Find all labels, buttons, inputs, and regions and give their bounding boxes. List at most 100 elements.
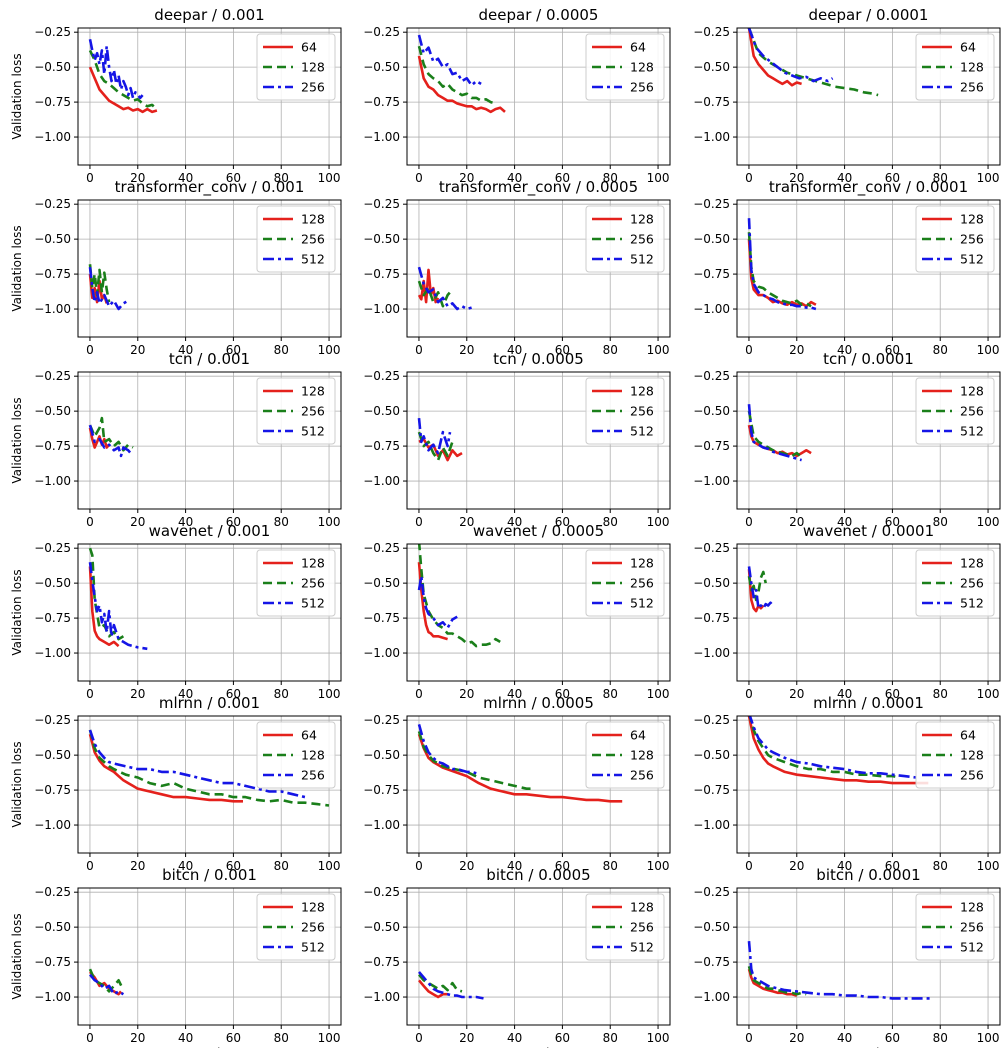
legend-label-256: 256 — [960, 232, 984, 247]
y-tick-label: −0.75 — [693, 955, 730, 969]
y-tick-label: −1.00 — [34, 818, 71, 832]
y-tick-label: −0.25 — [693, 25, 730, 39]
subplot-title: transformer_conv / 0.001 — [115, 178, 305, 197]
legend-label-256: 256 — [960, 576, 984, 591]
x-tick-label: 60 — [555, 171, 570, 185]
legend-label-256: 256 — [301, 768, 325, 783]
legend-label-256: 256 — [301, 232, 325, 247]
x-tick-label: 20 — [130, 859, 145, 873]
x-tick-label: 40 — [837, 859, 852, 873]
axes-frame — [77, 543, 342, 682]
x-tick-label: 0 — [415, 171, 423, 185]
y-axis-label: Validation loss — [10, 397, 24, 483]
x-tick-label: 20 — [789, 1031, 804, 1045]
subplot: 0 20 40 60 80 100 −1.00 −0.75 −0.50 −0.25 deepar /… — [10, 6, 342, 185]
legend-label-128: 128 — [960, 748, 984, 763]
x-tick-label: 80 — [603, 859, 618, 873]
y-tick-label: −0.25 — [693, 885, 730, 899]
x-tick-label: 80 — [603, 687, 618, 701]
y-tick-label: −1.00 — [363, 130, 400, 144]
y-tick-label: −0.50 — [363, 404, 400, 418]
axes-frame — [736, 199, 1001, 338]
x-tick-label: 100 — [977, 1031, 1000, 1045]
legend-label-128: 128 — [960, 384, 984, 399]
x-tick-label: 40 — [507, 1031, 522, 1045]
x-tick-label: 20 — [459, 859, 474, 873]
x-tick-label: 100 — [318, 687, 341, 701]
x-tick-label: 60 — [226, 171, 241, 185]
series-line-256 — [747, 410, 803, 459]
x-tick-label: 100 — [977, 687, 1000, 701]
legend-label-128: 128 — [301, 384, 325, 399]
x-tick-label: 100 — [647, 515, 670, 529]
x-tick-label: 60 — [555, 515, 570, 529]
x-tick-label: 0 — [86, 1031, 94, 1045]
y-tick-label: −1.00 — [34, 302, 71, 316]
axes-frame — [736, 543, 1001, 682]
x-tick-label: 60 — [885, 343, 900, 357]
x-tick-label: 80 — [274, 1031, 289, 1045]
series-line-64 — [417, 55, 506, 114]
subplot-title: deepar / 0.0001 — [809, 6, 929, 24]
x-tick-label: 0 — [415, 1031, 423, 1045]
y-tick-label: −0.25 — [363, 885, 400, 899]
series-line-128 — [89, 971, 122, 996]
y-tick-label: −0.75 — [693, 611, 730, 625]
x-tick-label: 60 — [226, 859, 241, 873]
x-tick-label: 40 — [178, 343, 193, 357]
subplot: 0 20 40 60 80 100 −1.00 −0.75 −0.50 −0.25 bitcn / … — [363, 866, 671, 1048]
legend-label-512: 512 — [630, 940, 654, 955]
series-line-128 — [747, 239, 817, 308]
x-tick-label: 20 — [130, 171, 145, 185]
y-tick-label: −0.25 — [363, 25, 400, 39]
x-tick-label: 100 — [647, 171, 670, 185]
series-line-128 — [747, 968, 798, 997]
x-tick-label: 40 — [178, 859, 193, 873]
x-tick-label: 0 — [415, 859, 423, 873]
y-tick-label: −0.75 — [34, 955, 71, 969]
subplot: 0 20 40 60 80 100 −1.00 −0.75 −0.50 −0.25 mlrnn / … — [10, 694, 342, 873]
y-tick-label: −0.25 — [693, 713, 730, 727]
x-tick-label: 80 — [933, 1031, 948, 1045]
legend-box — [256, 33, 336, 101]
series-line-512 — [417, 417, 452, 455]
legend-label-512: 512 — [960, 424, 984, 439]
axes-frame — [736, 371, 1001, 510]
legend-label-128: 128 — [301, 748, 325, 763]
legend-label-128: 128 — [301, 60, 325, 75]
x-axis-label: Epochs — [847, 1046, 890, 1048]
subplot-title: bitcn / 0.0001 — [816, 866, 920, 884]
series-line-512 — [747, 404, 802, 462]
x-tick-label: 60 — [885, 687, 900, 701]
x-tick-label: 60 — [555, 1031, 570, 1045]
subplot-title: mlrnn / 0.0001 — [813, 694, 924, 712]
legend-label-128: 128 — [960, 900, 984, 915]
y-tick-label: −1.00 — [693, 818, 730, 832]
x-tick-label: 40 — [837, 171, 852, 185]
x-tick-label: 60 — [885, 171, 900, 185]
y-tick-label: −0.50 — [363, 232, 400, 246]
series-line-256 — [88, 968, 125, 993]
x-tick-label: 60 — [226, 515, 241, 529]
subplot: 0 20 40 60 80 100 −1.00 −0.75 −0.50 −0.25 deepar /… — [693, 6, 1001, 185]
y-tick-label: −1.00 — [693, 474, 730, 488]
series-line-512 — [417, 266, 472, 311]
y-tick-label: −0.75 — [34, 783, 71, 797]
y-tick-label: −0.50 — [34, 920, 71, 934]
x-tick-label: 20 — [789, 687, 804, 701]
x-tick-label: 40 — [507, 171, 522, 185]
legend-label-256: 256 — [301, 404, 325, 419]
x-tick-label: 100 — [318, 343, 341, 357]
x-tick-label: 40 — [178, 171, 193, 185]
y-tick-label: −0.75 — [34, 267, 71, 281]
x-tick-label: 80 — [933, 859, 948, 873]
y-tick-label: −0.50 — [34, 748, 71, 762]
series-line-256 — [88, 547, 125, 641]
axes-frame — [77, 371, 342, 510]
x-tick-label: 80 — [274, 515, 289, 529]
series-line-256 — [747, 28, 834, 83]
legend-label-256: 256 — [301, 576, 325, 591]
series-line-256 — [747, 965, 807, 996]
x-tick-label: 100 — [977, 343, 1000, 357]
y-tick-label: −1.00 — [34, 646, 71, 660]
